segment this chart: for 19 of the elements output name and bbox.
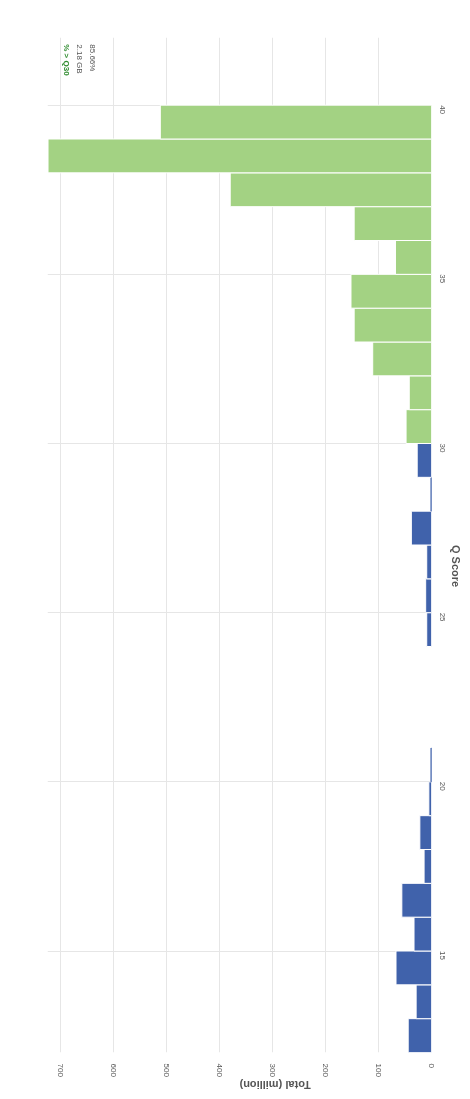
annotation: 85.66% [87, 44, 97, 72]
x-tick-label: 100 [374, 1063, 384, 1078]
x-tick-label: 700 [56, 1063, 66, 1078]
x-tick-label: 500 [162, 1063, 172, 1078]
x-tick-label: 400 [215, 1063, 225, 1078]
y-tick-label: 15 [438, 951, 447, 961]
y-tick-label: 20 [438, 781, 447, 792]
annotation: 2.18 GB [75, 44, 85, 74]
x-tick-label: 200 [321, 1063, 331, 1078]
y-tick-label: 35 [438, 274, 447, 284]
x-axis-title: Total (million) [239, 1078, 311, 1091]
x-tick-label: 0 [427, 1063, 436, 1069]
y-tick-label: 25 [438, 612, 447, 623]
y-tick-label: 30 [438, 443, 447, 453]
y-axis-title: Q Score [449, 545, 462, 588]
annotation: % > Q30 [62, 44, 72, 77]
x-tick-label: 300 [268, 1063, 278, 1078]
y-tick-label: 40 [438, 105, 447, 115]
x-tick-label: 600 [109, 1063, 119, 1078]
